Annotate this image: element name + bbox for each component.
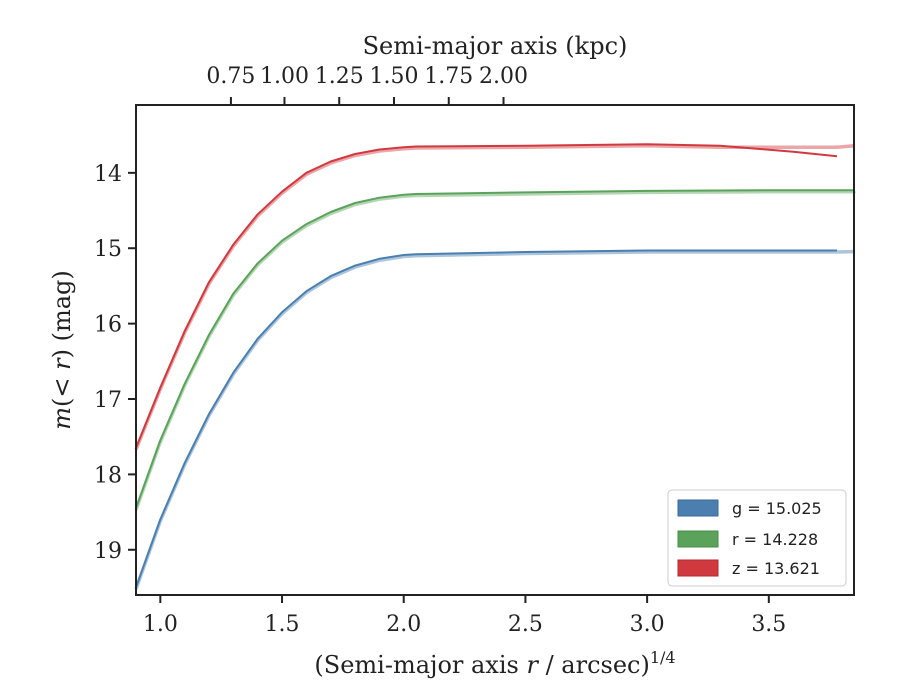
legend-label-z: z = 13.621 — [732, 559, 820, 578]
left-axis-title-r: r — [48, 357, 76, 370]
left-axis-title-tail: ) (mag) — [48, 270, 76, 358]
left-axis-title-inner: (< — [48, 370, 76, 407]
x-tick-label: 3.0 — [630, 612, 665, 637]
y-tick-label: 17 — [94, 388, 122, 413]
y-tick-label: 15 — [94, 237, 122, 262]
x-tick-label: 2.5 — [508, 612, 543, 637]
legend-label-r: r = 14.228 — [732, 530, 818, 549]
model-curve-r — [134, 189, 856, 511]
x-tick-label: 3.5 — [751, 612, 786, 637]
left-axis-title-m: m — [48, 407, 76, 430]
left-axis-title: m(< r) (mag) — [48, 270, 76, 430]
legend-swatch-z — [677, 559, 719, 577]
y-tick-label: 14 — [94, 162, 122, 187]
bottom-axis-title-var: r — [526, 651, 539, 679]
x-tick-label: 2.0 — [386, 612, 421, 637]
top-tick-label: 1.25 — [315, 64, 364, 89]
legend-swatch-r — [677, 530, 719, 548]
y-tick-label: 16 — [94, 313, 122, 338]
top-tick-label: 2.00 — [479, 64, 528, 89]
y-tick-label: 19 — [94, 539, 122, 564]
bottom-axis-title-exponent: 1/4 — [650, 648, 676, 667]
x-tick-label: 1.0 — [143, 612, 178, 637]
bottom-axis-title: (Semi-major axis r / arcsec)1/4 — [314, 648, 675, 679]
x-tick-label: 1.5 — [265, 612, 300, 637]
top-tick-label: 1.50 — [370, 64, 419, 89]
curves-layer — [134, 143, 856, 590]
bottom-axis-title-unit: / arcsec) — [538, 651, 650, 679]
top-tick-label: 1.75 — [424, 64, 473, 89]
plot-frame — [135, 104, 855, 596]
top-tick-label: 0.75 — [206, 64, 255, 89]
legend: g = 15.025 r = 14.228 z = 13.621 — [667, 489, 847, 587]
data-curve-z — [135, 143, 838, 449]
data-curve-g — [135, 249, 837, 588]
top-tick-label: 1.00 — [260, 64, 309, 89]
legend-label-g: g = 15.025 — [732, 499, 822, 518]
legend-swatch-g — [677, 499, 719, 517]
data-curve-r — [135, 189, 854, 509]
y-tick-label: 18 — [94, 463, 122, 488]
bottom-axis-title-main: (Semi-major axis — [314, 651, 526, 679]
top-axis-title: Semi-major axis (kpc) — [363, 32, 628, 60]
